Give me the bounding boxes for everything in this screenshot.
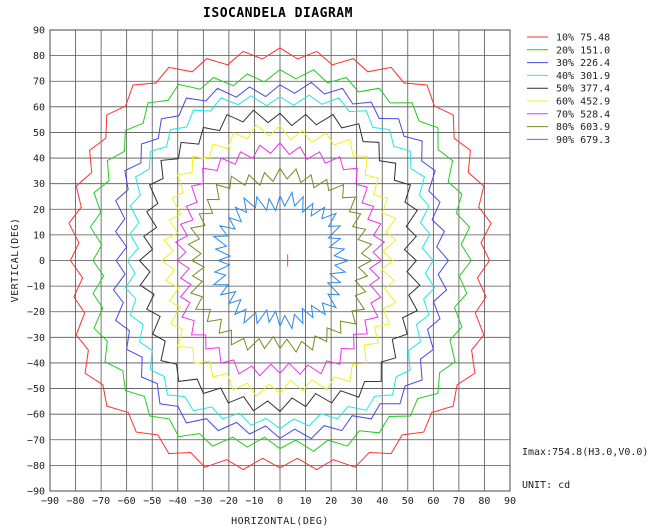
contours [68, 47, 492, 471]
legend-label: 60% 452.9 [556, 97, 610, 108]
legend-label: 70% 528.4 [556, 109, 610, 120]
x-tick-label: 70 [453, 496, 465, 507]
x-tick-label: 80 [478, 496, 490, 507]
legend-label: 20% 151.0 [556, 45, 610, 56]
y-tick-label: −20 [27, 307, 45, 318]
x-tick-label: 10 [300, 496, 312, 507]
x-tick-label: −30 [194, 496, 212, 507]
legend-label: 10% 75.48 [556, 33, 610, 44]
y-tick-label: 10 [33, 230, 45, 241]
y-tick-label: 20 [33, 205, 45, 216]
contour-1 [68, 47, 492, 471]
x-tick-label: −60 [118, 496, 136, 507]
x-tick-label: −50 [143, 496, 161, 507]
legend-label: 40% 301.9 [556, 71, 610, 82]
chart-title: ISOCANDELA DIAGRAM [203, 6, 353, 21]
y-tick-label: 30 [33, 179, 45, 190]
contour-6 [160, 124, 397, 397]
y-tick-label: −70 [27, 435, 45, 446]
x-tick-label: −40 [169, 496, 187, 507]
y-tick-label: −50 [27, 384, 45, 395]
grid [49, 29, 511, 492]
unit-label: UNIT: cd [522, 480, 570, 491]
x-tick-label: −90 [41, 496, 59, 507]
y-tick-label: −40 [27, 358, 45, 369]
y-axis-label: VERTICAL(DEG) [10, 218, 21, 303]
x-tick-label: 0 [277, 496, 283, 507]
legend-label: 30% 226.4 [556, 58, 610, 69]
y-tick-label: −30 [27, 333, 45, 344]
y-tick-label: 0 [39, 256, 45, 267]
y-tick-label: 90 [33, 26, 45, 37]
y-tick-label: 50 [33, 128, 45, 139]
legend-label: 80% 603.9 [556, 122, 610, 133]
y-tick-label: 70 [33, 77, 45, 88]
x-tick-labels: −90 −80 −70 −60 −50 −40 −30 −20 −10 0 10 20 30 40 50 60… [41, 496, 516, 507]
x-tick-label: 50 [402, 496, 414, 507]
x-tick-label: 90 [504, 496, 516, 507]
x-tick-label: 60 [427, 496, 439, 507]
contour-3 [112, 81, 450, 440]
contour-7 [174, 142, 386, 377]
contour-2 [89, 68, 472, 452]
imax-label: Imax:754.8(H3.0,V0.0) [522, 447, 648, 458]
y-tick-labels: −90 −80 −70 −60 −50 −40 −30 −20 −10 0 10 20 30 40 50 60… [27, 26, 45, 498]
legend-label: 90% 679.3 [556, 135, 610, 146]
x-tick-label: −70 [92, 496, 110, 507]
x-tick-label: −20 [220, 496, 238, 507]
y-tick-label: 60 [33, 102, 45, 113]
y-tick-label: −60 [27, 410, 45, 421]
x-tick-label: −80 [67, 496, 85, 507]
y-tick-label: −80 [27, 461, 45, 472]
x-axis-label: HORIZONTAL(DEG) [231, 516, 329, 527]
y-tick-label: −90 [27, 487, 45, 498]
y-tick-label: 80 [33, 51, 45, 62]
legend-label: 50% 377.4 [556, 84, 610, 95]
contour-8 [187, 167, 373, 353]
x-tick-label: 20 [325, 496, 337, 507]
x-tick-label: 30 [351, 496, 363, 507]
contour-4 [124, 94, 436, 430]
contour-9 [212, 190, 350, 331]
y-tick-label: −10 [27, 282, 45, 293]
x-tick-label: 40 [376, 496, 388, 507]
x-tick-label: −10 [245, 496, 263, 507]
contour-5 [138, 109, 421, 413]
y-tick-label: 40 [33, 154, 45, 165]
